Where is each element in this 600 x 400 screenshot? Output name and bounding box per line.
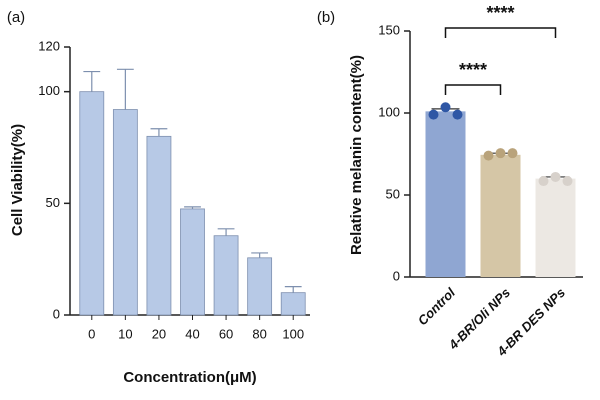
bar <box>146 135 172 316</box>
panel-label: (a) <box>7 9 25 26</box>
bar <box>535 178 576 277</box>
data-point <box>550 171 561 182</box>
significance-bracket <box>444 84 502 95</box>
y-tick-label: 50 <box>46 195 60 210</box>
data-point <box>507 148 518 159</box>
panel-label: (b) <box>317 9 335 26</box>
x-tick-label: Control <box>415 285 459 329</box>
bar <box>425 111 466 277</box>
y-tick-label: 100 <box>378 104 400 119</box>
y-tick-label: 150 <box>378 22 400 37</box>
bar <box>247 257 273 316</box>
data-point <box>538 176 549 187</box>
significance-label: **** <box>486 3 514 23</box>
y-tick-label: 120 <box>38 38 60 53</box>
bar <box>180 208 205 316</box>
significance-bracket <box>444 27 557 38</box>
x-tick-label: 20 <box>152 326 166 341</box>
x-axis-title: Concentration(μM) <box>123 369 256 386</box>
x-tick-label: 10 <box>118 326 132 341</box>
x-tick-label: 40 <box>185 326 199 341</box>
bar <box>213 235 239 316</box>
data-point <box>483 150 494 161</box>
bar <box>280 292 306 316</box>
data-point <box>495 148 506 159</box>
data-point <box>440 102 451 113</box>
y-axis-title: Cell Viability(%) <box>9 124 26 236</box>
data-point <box>562 176 573 187</box>
y-tick-label: 100 <box>38 83 60 98</box>
x-tick-label: 60 <box>219 326 233 341</box>
data-point <box>452 109 463 120</box>
x-tick-label: 100 <box>282 326 304 341</box>
bar <box>112 109 138 316</box>
x-tick-label: 80 <box>252 326 266 341</box>
bar <box>79 91 105 316</box>
y-tick-label: 0 <box>393 268 400 283</box>
y-tick-label: 0 <box>53 306 60 321</box>
bar <box>480 154 521 277</box>
significance-label: **** <box>459 60 487 80</box>
y-tick-label: 50 <box>386 186 400 201</box>
data-point <box>428 109 439 120</box>
y-axis-title: Relative melanin content(%) <box>348 55 365 255</box>
x-tick-label: 0 <box>88 326 95 341</box>
